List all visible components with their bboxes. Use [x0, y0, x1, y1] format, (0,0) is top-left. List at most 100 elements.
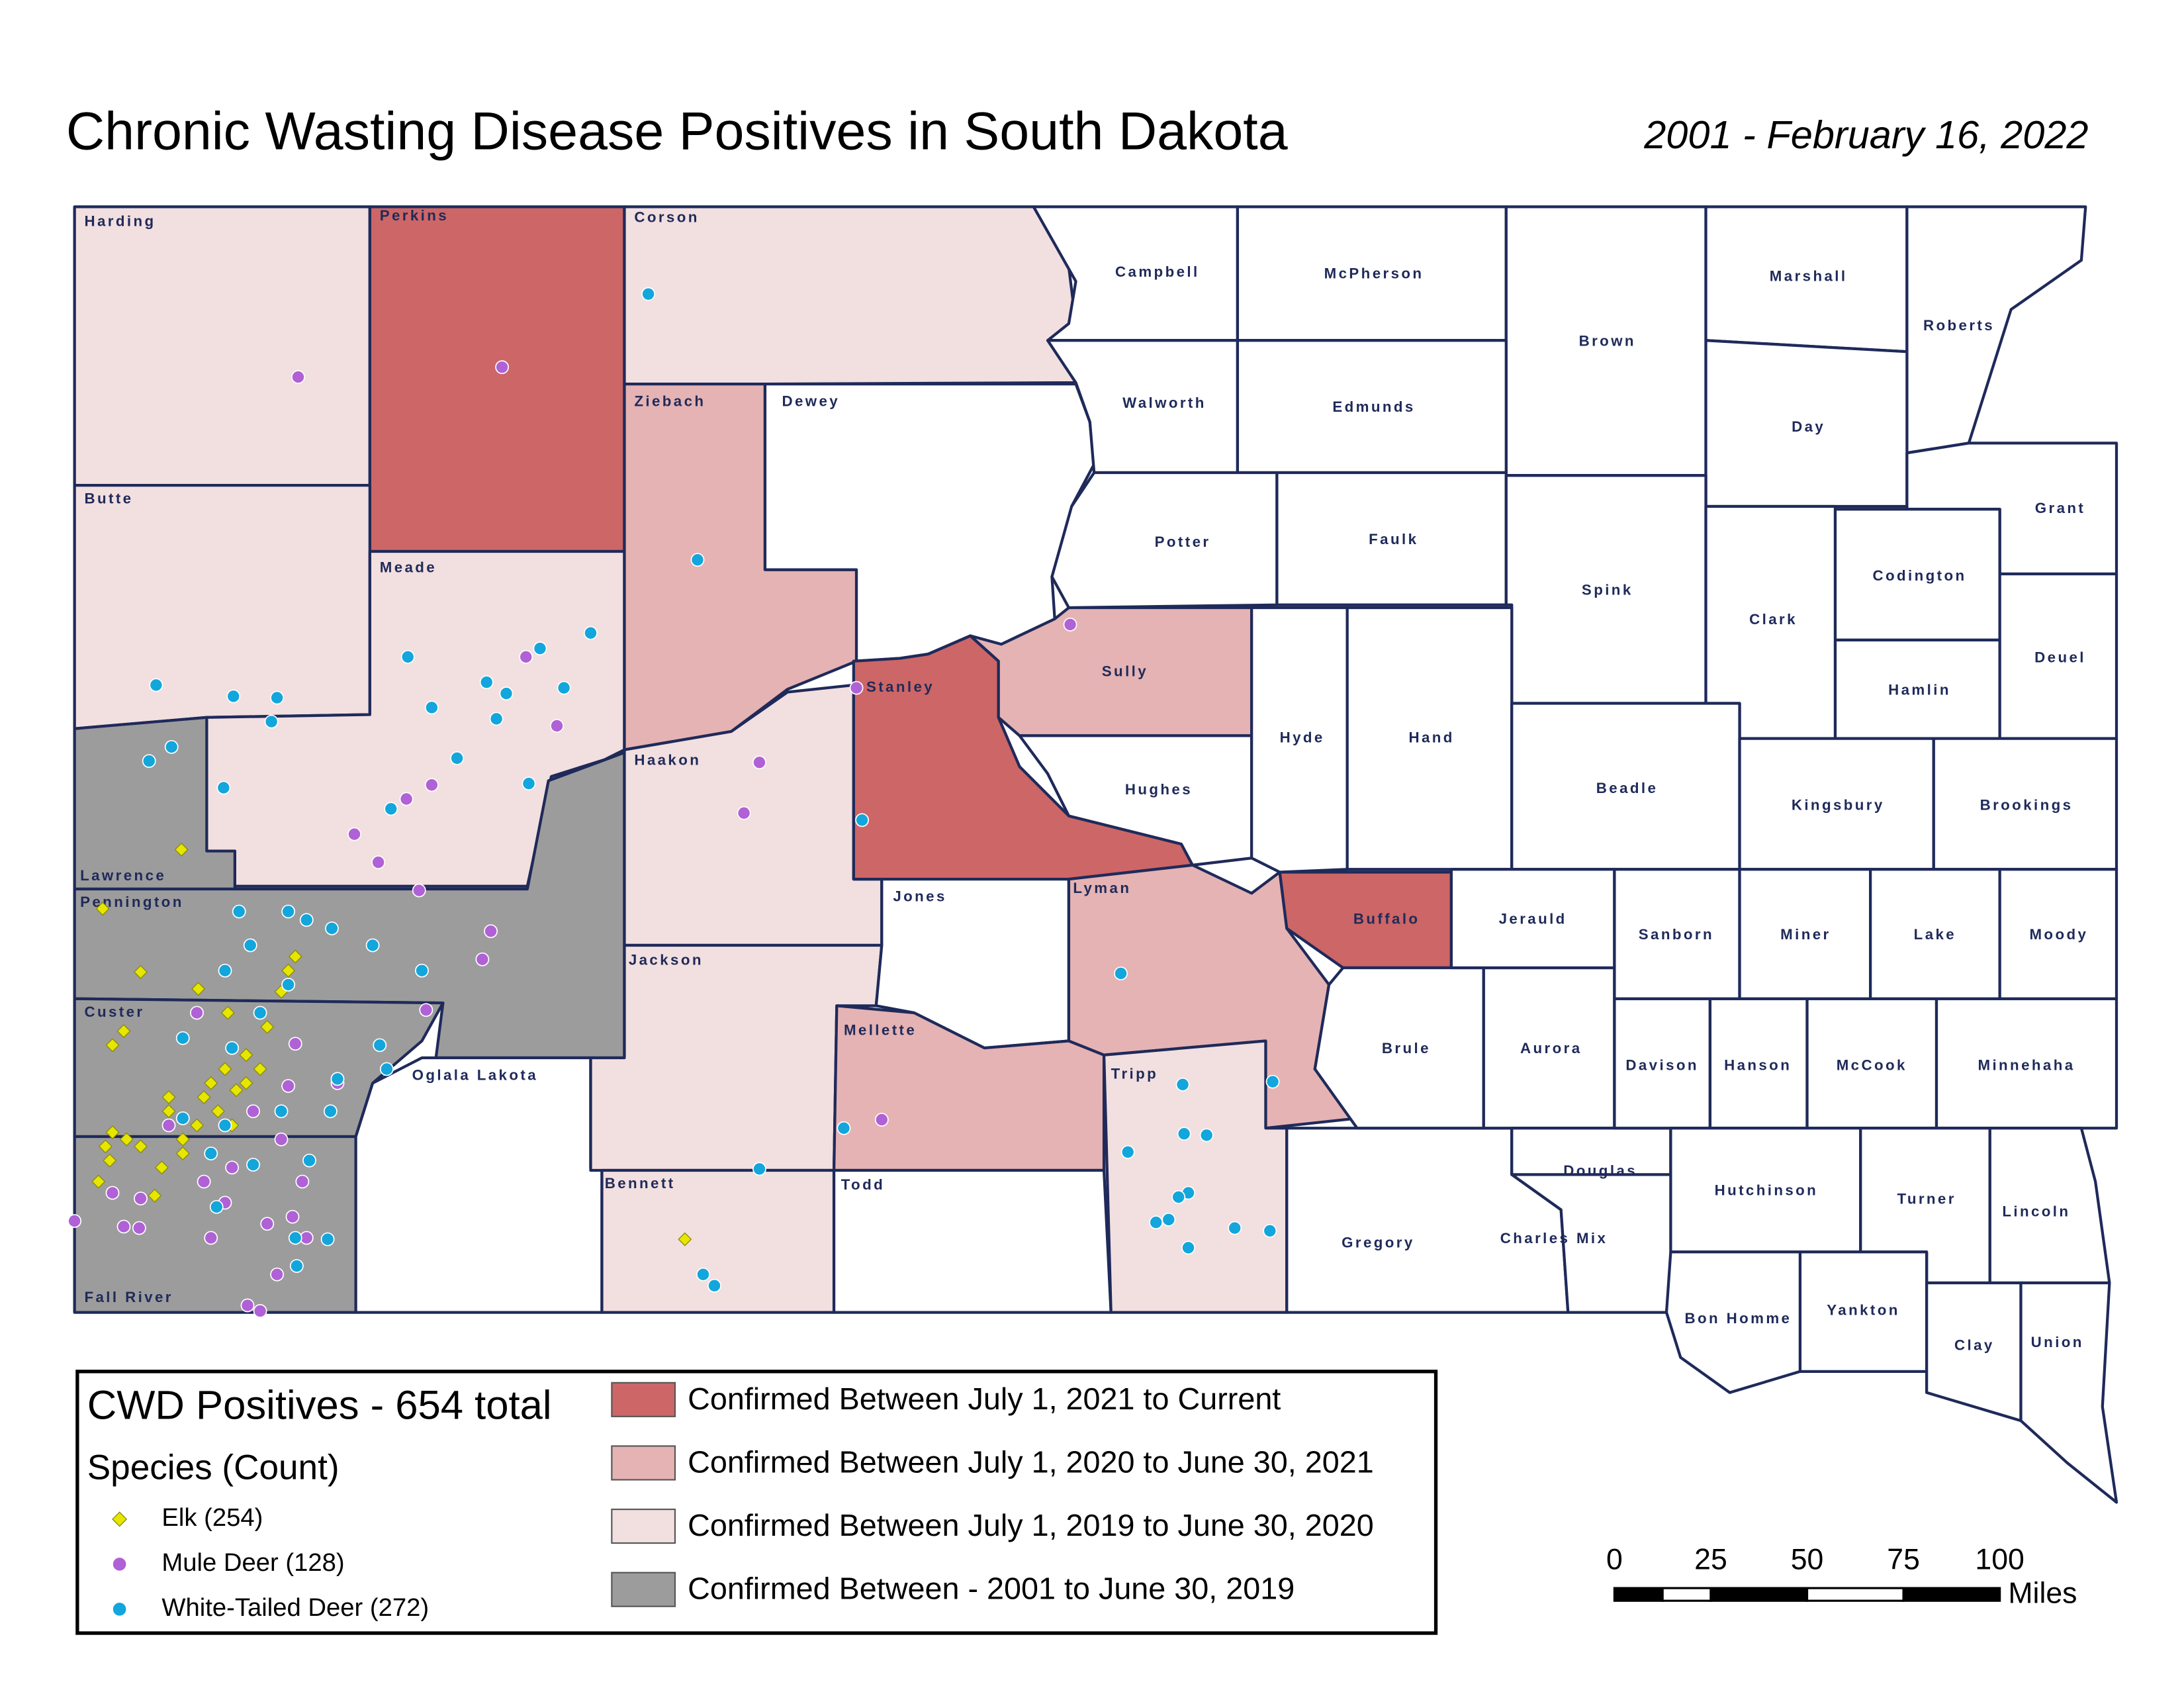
legend-swatch [611, 1509, 676, 1544]
case-point [68, 1214, 82, 1228]
county-label: Mellette [844, 1022, 917, 1039]
case-point [175, 1111, 190, 1125]
county [2019, 1281, 2118, 1504]
case-point [365, 938, 380, 953]
county-label: Davison [1625, 1057, 1699, 1074]
case-point [419, 1003, 433, 1017]
county [1998, 868, 2118, 1000]
case-point [105, 1186, 120, 1200]
case-point [489, 712, 504, 726]
county-label: Campbell [1115, 263, 1200, 280]
county-label: Potter [1155, 534, 1211, 550]
case-point [246, 1104, 260, 1119]
case-point [239, 1048, 253, 1062]
case-point [1228, 1221, 1242, 1235]
county-label: Sanborn [1639, 926, 1714, 943]
legend-subtitle: Species (Count) [87, 1448, 340, 1487]
legend-swatch [611, 1445, 676, 1481]
case-point [239, 1076, 253, 1090]
case-point [855, 813, 869, 827]
case-point [229, 1083, 244, 1098]
case-point [424, 700, 439, 715]
case-point [105, 1038, 120, 1053]
case-point [1265, 1074, 1280, 1089]
county-label: Lincoln [2002, 1203, 2070, 1220]
scale-label: 100 [1975, 1543, 2024, 1575]
case-point [371, 855, 386, 870]
legend-marker [112, 1601, 128, 1617]
county-label: Bennett [605, 1175, 676, 1192]
case-point [484, 924, 498, 939]
case-point [415, 963, 429, 978]
case-point [533, 641, 547, 656]
case-point [347, 827, 361, 841]
case-point [149, 678, 163, 692]
county-label: Douglas [1563, 1162, 1637, 1179]
case-point [299, 913, 314, 927]
case-point [103, 1153, 117, 1168]
county [73, 205, 371, 487]
legend-title: CWD Positives - 654 total [87, 1382, 552, 1428]
case-point [95, 902, 110, 916]
county-label: Faulk [1369, 531, 1418, 547]
case-point [323, 1104, 338, 1119]
case-point [243, 938, 257, 953]
case-point [752, 755, 766, 770]
case-point [197, 1174, 211, 1189]
case-point [253, 1304, 267, 1318]
case-point [325, 921, 339, 935]
county-label: Lyman [1073, 880, 1131, 896]
legend-marker [112, 1556, 128, 1572]
case-point [384, 802, 398, 816]
case-point [1120, 1145, 1135, 1159]
county-label: Stanley [866, 679, 934, 695]
counties [73, 205, 2118, 1504]
county [1988, 1127, 2111, 1285]
legend-label: Confirmed Between July 1, 2019 to June 3… [688, 1508, 1374, 1542]
county-label: Ziebach [634, 393, 705, 410]
case-point [295, 1174, 310, 1189]
county-label: Pennington [80, 894, 184, 910]
case-point [641, 287, 655, 301]
case-point [253, 1006, 267, 1020]
case-point [274, 1104, 289, 1119]
case-point [1063, 618, 1077, 632]
county-label: Brule [1382, 1040, 1431, 1056]
case-point [175, 1031, 190, 1045]
case-point [330, 1072, 345, 1086]
case-point [281, 978, 296, 992]
case-point [142, 754, 156, 769]
case-point [105, 1125, 120, 1140]
case-point [132, 1221, 146, 1235]
scale-segment [1709, 1587, 1809, 1602]
county-label: Miner [1780, 926, 1831, 943]
case-point [696, 1267, 710, 1282]
legend: Elk (254) Mule Deer (128) White-Tailed Dee… [112, 1382, 1374, 1622]
county-label: Yankton [1827, 1301, 1900, 1318]
case-point [218, 1062, 232, 1076]
county-label: Grant [2035, 500, 2085, 516]
legend-label: Confirmed Between July 1, 2020 to June 3… [688, 1444, 1374, 1479]
map-title: Chronic Wasting Disease Positives in Sou… [66, 101, 1288, 161]
case-point [270, 1267, 285, 1282]
county-label: Tripp [1111, 1065, 1159, 1082]
case-point [210, 1104, 225, 1119]
county-label: Custer [84, 1004, 144, 1020]
legend-label: Confirmed Between - 2001 to June 30, 201… [688, 1571, 1295, 1606]
case-point [98, 1139, 113, 1154]
legend-swatch [611, 1571, 676, 1607]
case-point [204, 1147, 218, 1160]
county-label: Beadle [1596, 780, 1659, 796]
county-label: Perkins [380, 207, 449, 224]
case-point [557, 680, 571, 695]
county-label: Corson [634, 209, 699, 225]
county-label: Butte [84, 490, 133, 506]
case-point [116, 1024, 131, 1039]
county-label: Hutchinson [1715, 1182, 1819, 1199]
case-point [291, 370, 305, 384]
scale-label: 75 [1887, 1543, 1920, 1575]
county-label: Clay [1954, 1336, 1995, 1353]
case-point [216, 780, 231, 795]
